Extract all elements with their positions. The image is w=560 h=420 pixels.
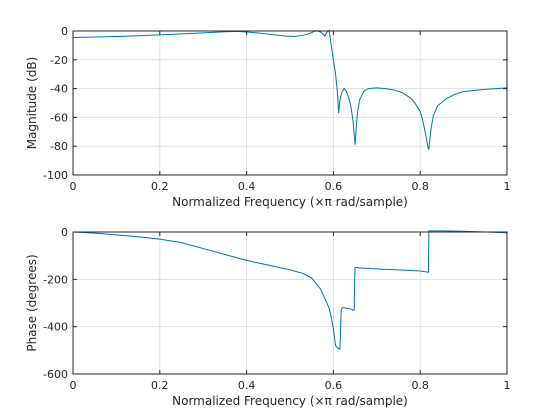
magnitude-x-tick-label: 0.8 (411, 180, 429, 193)
magnitude-y-axis-label: Magnitude (dB) (25, 57, 39, 150)
magnitude-plot: 0 0.2 0.4 0.6 0.8 1 0 -20 -40 -60 -80 -100 Normalize… (25, 25, 511, 209)
phase-x-axis-label: Normalized Frequency (×π rad/sample) (172, 394, 408, 408)
magnitude-x-axis-label: Normalized Frequency (×π rad/sample) (172, 195, 408, 209)
magnitude-axes-frame (72, 30, 508, 176)
phase-plot: 0 0.2 0.4 0.6 0.8 1 0 -200 -400 -600 Normalized Fr… (25, 226, 511, 408)
magnitude-x-tick-label: 0 (70, 180, 77, 193)
magnitude-x-tick-label: 0.6 (325, 180, 343, 193)
phase-y-tick-label: 0 (61, 226, 68, 239)
magnitude-y-tick-label: -100 (43, 169, 68, 182)
magnitude-plot-area (73, 31, 507, 175)
magnitude-y-tick-label: -40 (50, 83, 68, 96)
phase-y-tick-label: -200 (43, 273, 68, 286)
phase-plot-area (73, 232, 507, 374)
phase-x-tick-label: 0.8 (411, 379, 429, 392)
magnitude-x-tick-label: 0.2 (151, 180, 169, 193)
phase-y-tick-label: -400 (43, 321, 68, 334)
magnitude-y-tick-label: -60 (50, 111, 68, 124)
phase-x-tick-label: 1 (504, 379, 511, 392)
phase-x-tick-label: 0.2 (151, 379, 169, 392)
phase-x-tick-label: 0.4 (238, 379, 256, 392)
phase-axes-frame (72, 231, 508, 375)
phase-series-line (72, 230, 508, 350)
phase-y-axis-label: Phase (degrees) (25, 254, 39, 351)
magnitude-y-tick-label: 0 (61, 25, 68, 38)
phase-x-tick-label: 0 (70, 379, 77, 392)
phase-y-tick-label: -600 (43, 368, 68, 381)
magnitude-x-tick-label: 0.4 (238, 180, 256, 193)
magnitude-y-tick-label: -80 (50, 140, 68, 153)
magnitude-y-tick-label: -20 (50, 54, 68, 67)
magnitude-x-tick-label: 1 (504, 180, 511, 193)
phase-x-tick-label: 0.6 (325, 379, 343, 392)
magnitude-series-line (72, 29, 508, 151)
